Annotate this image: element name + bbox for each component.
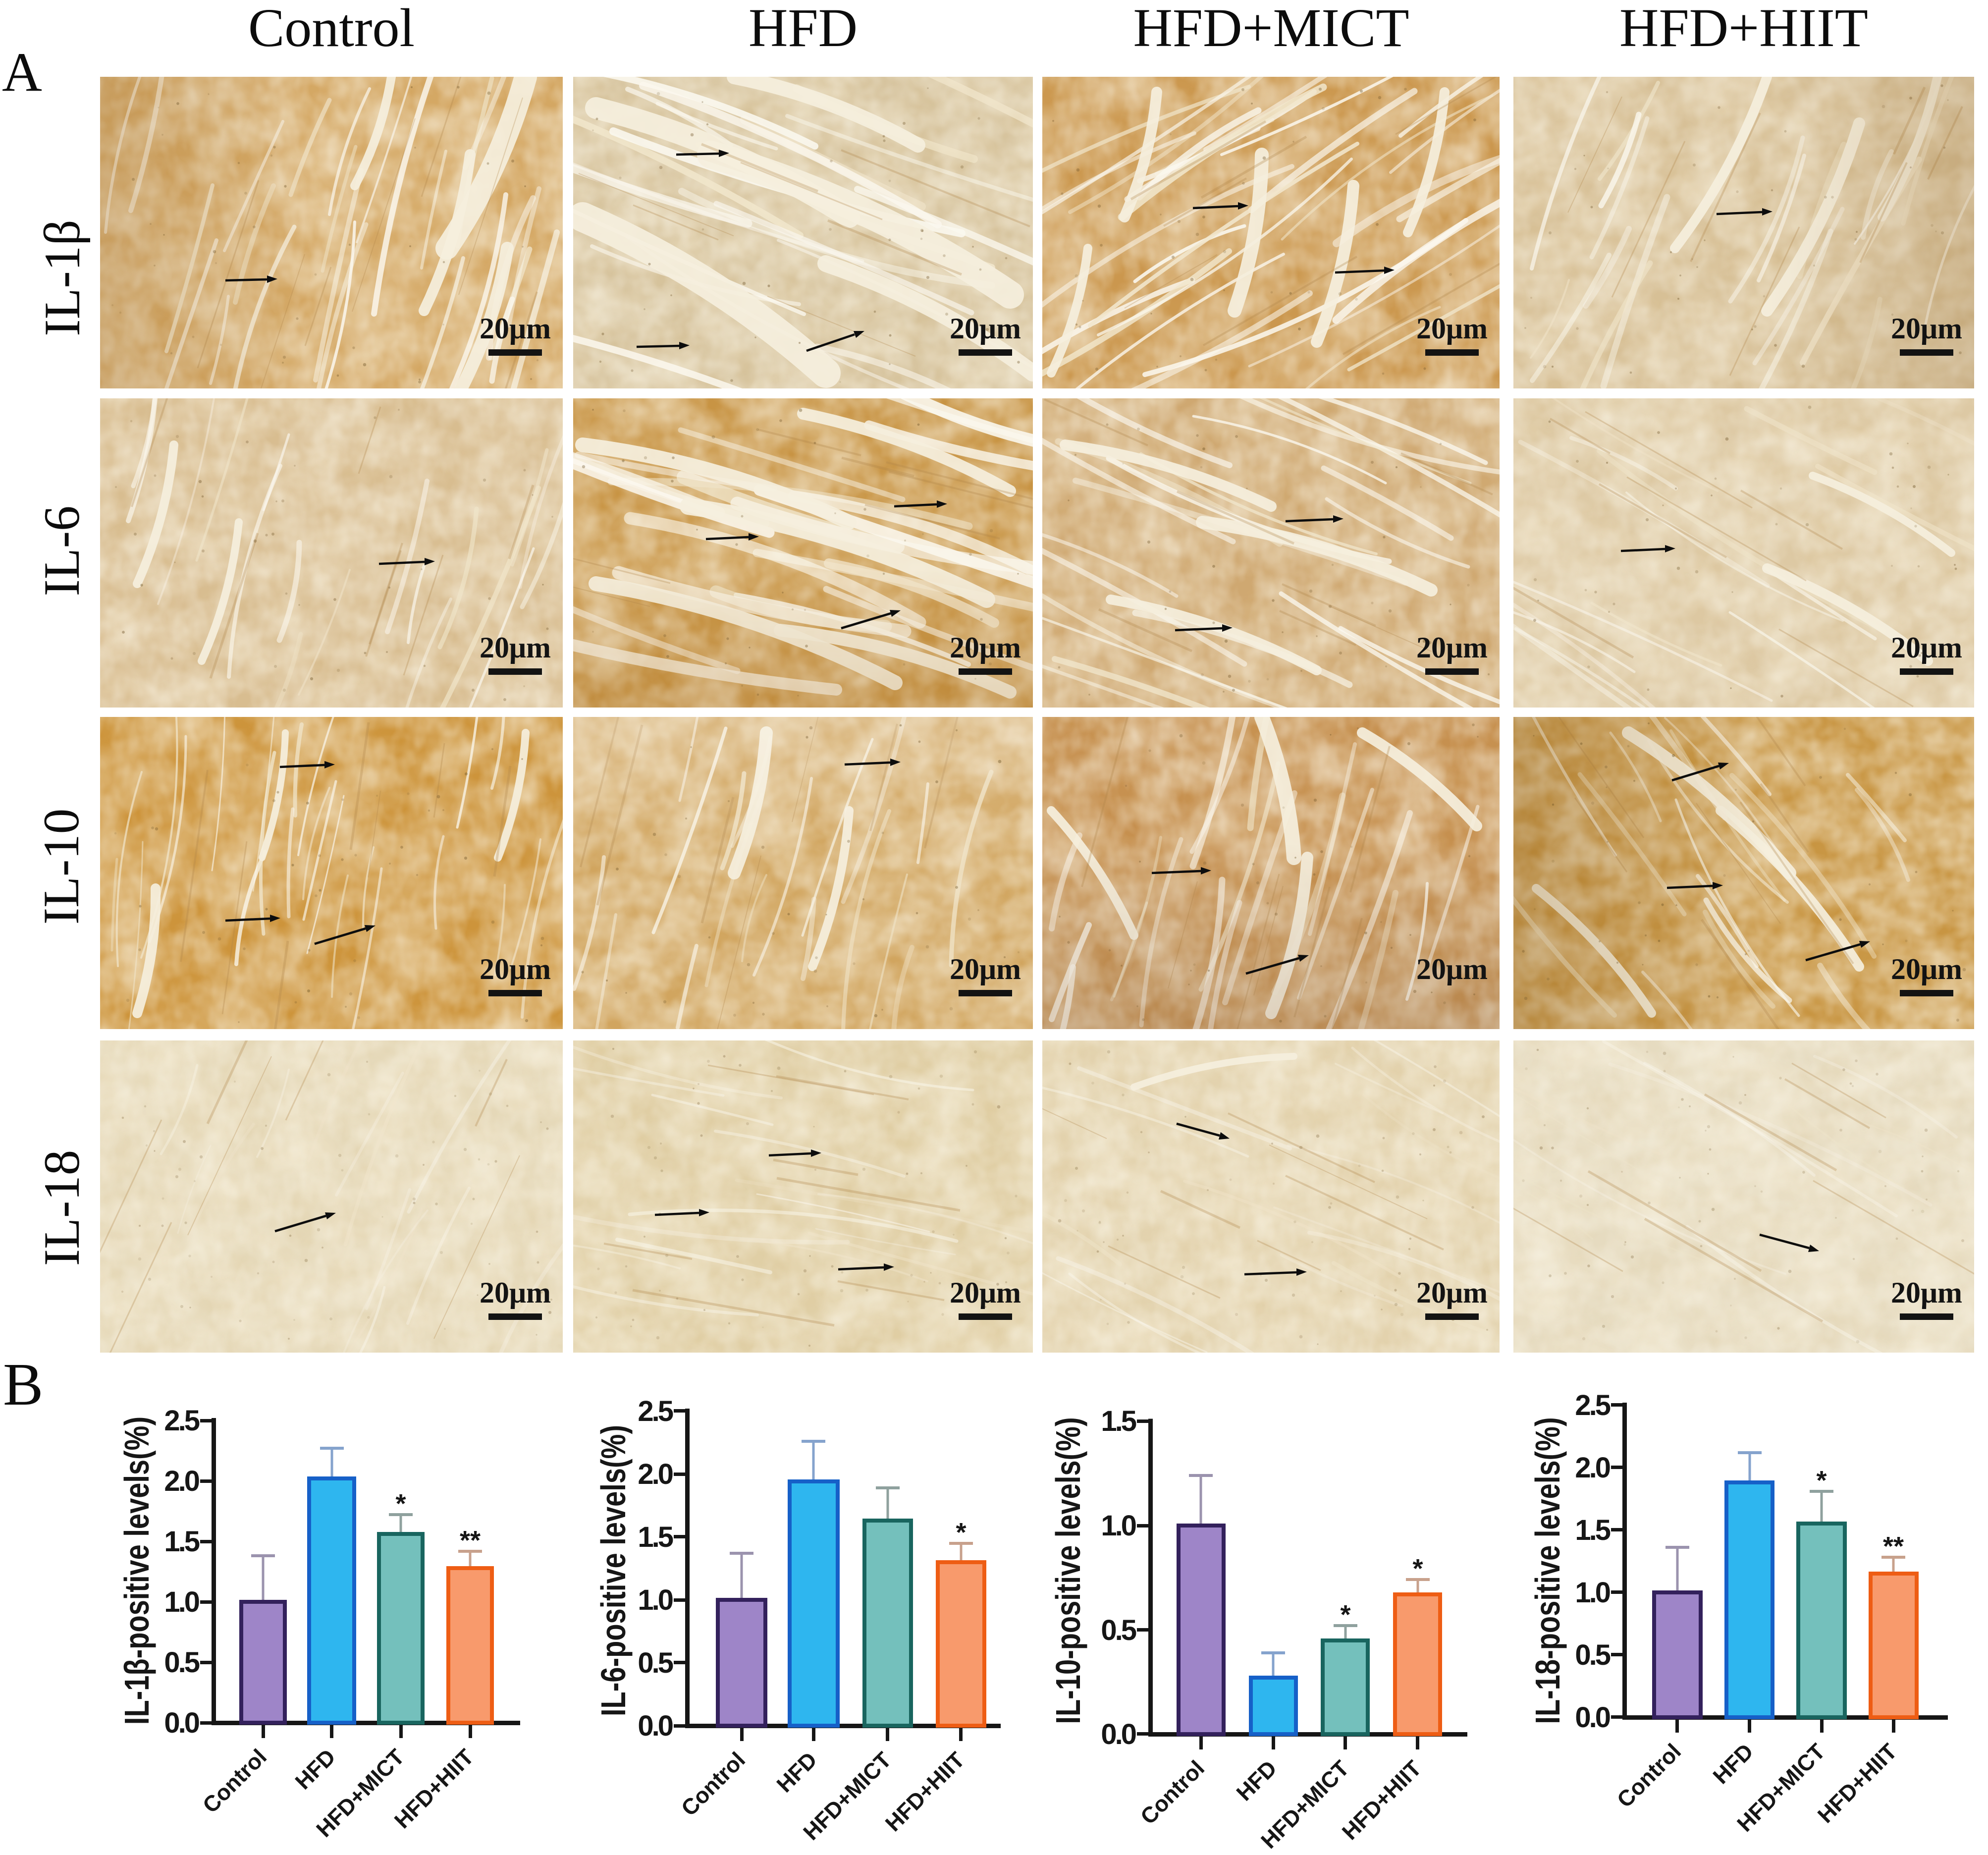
svg-text:0.0: 0.0 [164, 1707, 199, 1739]
svg-text:20μm: 20μm [950, 953, 1021, 985]
svg-text:2.0: 2.0 [638, 1458, 672, 1490]
svg-text:IL-1β-positive levels(%): IL-1β-positive levels(%) [118, 1417, 156, 1725]
svg-text:IL-10-positive levels(%): IL-10-positive levels(%) [1049, 1417, 1087, 1724]
svg-text:0.5: 0.5 [1575, 1639, 1610, 1671]
svg-text:*: * [1816, 1466, 1827, 1495]
svg-text:1.5: 1.5 [1101, 1405, 1136, 1437]
svg-text:HFD: HFD [749, 0, 858, 58]
svg-text:*: * [956, 1518, 966, 1547]
svg-text:IL-10: IL-10 [33, 809, 90, 925]
svg-text:*: * [395, 1489, 406, 1519]
svg-text:20μm: 20μm [1891, 631, 1962, 664]
svg-text:1.5: 1.5 [638, 1521, 673, 1553]
svg-text:20μm: 20μm [1416, 312, 1488, 345]
svg-text:20μm: 20μm [480, 1276, 551, 1309]
svg-text:20μm: 20μm [480, 953, 551, 985]
svg-text:20μm: 20μm [1416, 953, 1488, 985]
svg-text:20μm: 20μm [1416, 1276, 1488, 1309]
svg-text:20μm: 20μm [1891, 953, 1962, 985]
svg-text:IL-6: IL-6 [34, 505, 90, 596]
svg-text:IL-18-positive levels(%): IL-18-positive levels(%) [1529, 1417, 1567, 1724]
svg-text:2.0: 2.0 [164, 1465, 199, 1497]
svg-text:20μm: 20μm [1891, 1276, 1962, 1309]
svg-text:20μm: 20μm [950, 631, 1021, 664]
svg-text:1.0: 1.0 [638, 1584, 672, 1616]
svg-text:0.0: 0.0 [638, 1710, 672, 1742]
svg-text:1.5: 1.5 [1575, 1514, 1610, 1546]
svg-text:0.0: 0.0 [1101, 1718, 1135, 1750]
svg-text:2.5: 2.5 [1575, 1389, 1610, 1421]
svg-text:0.0: 0.0 [1575, 1701, 1610, 1734]
svg-text:IL-6-positive levels(%): IL-6-positive levels(%) [594, 1425, 633, 1716]
svg-text:HFD+HIIT: HFD+HIIT [1619, 0, 1868, 58]
svg-text:**: ** [460, 1526, 481, 1555]
svg-text:1.0: 1.0 [164, 1586, 199, 1618]
svg-text:20μm: 20μm [950, 312, 1021, 345]
svg-text:B: B [3, 1351, 43, 1418]
svg-text:IL-18: IL-18 [34, 1150, 90, 1266]
svg-text:*: * [1340, 1600, 1350, 1630]
svg-text:20μm: 20μm [1891, 312, 1962, 345]
svg-text:0.5: 0.5 [164, 1646, 199, 1679]
svg-text:1.0: 1.0 [1101, 1510, 1135, 1542]
svg-text:**: ** [1883, 1531, 1904, 1561]
svg-text:20μm: 20μm [950, 1276, 1021, 1309]
svg-text:0.5: 0.5 [638, 1647, 673, 1679]
svg-text:2.5: 2.5 [164, 1405, 199, 1437]
svg-text:IL-1β: IL-1β [34, 219, 91, 336]
svg-text:1.5: 1.5 [164, 1526, 199, 1558]
svg-text:1.0: 1.0 [1575, 1577, 1610, 1609]
svg-text:*: * [1412, 1554, 1423, 1583]
svg-text:20μm: 20μm [1416, 631, 1488, 664]
svg-text:A: A [2, 42, 42, 103]
svg-text:2.0: 2.0 [1575, 1452, 1610, 1484]
svg-text:20μm: 20μm [480, 312, 551, 345]
svg-text:HFD+MICT: HFD+MICT [1133, 0, 1409, 58]
svg-text:Control: Control [248, 0, 415, 58]
svg-text:2.5: 2.5 [638, 1395, 673, 1427]
svg-text:20μm: 20μm [480, 631, 551, 664]
svg-text:0.5: 0.5 [1101, 1614, 1136, 1646]
